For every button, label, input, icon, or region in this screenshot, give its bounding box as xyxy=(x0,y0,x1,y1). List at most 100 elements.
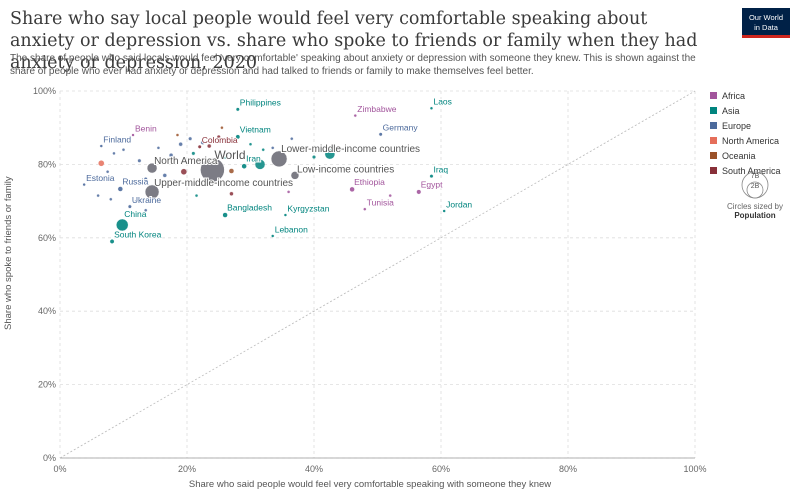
data-point xyxy=(172,179,177,183)
data-point-label: Vietnam xyxy=(240,125,271,135)
data-point-label: Russia xyxy=(122,176,148,186)
data-point-label: Finland xyxy=(103,135,131,145)
data-point-label: Lower-middle-income countries xyxy=(281,144,420,155)
data-point xyxy=(248,142,253,146)
size-legend-caption: Circles sized by xyxy=(726,202,783,211)
y-tick-label: 20% xyxy=(38,380,56,390)
size-legend-small: 2B xyxy=(751,183,760,190)
data-point-label: Iran xyxy=(246,154,261,164)
data-point-label: South Korea xyxy=(114,229,162,239)
data-point xyxy=(121,148,126,152)
legend-swatch xyxy=(710,137,717,144)
data-point xyxy=(98,160,105,167)
data-point-label: Germany xyxy=(383,123,419,133)
data-point-label: Benin xyxy=(135,124,157,134)
legend-swatch xyxy=(710,167,717,174)
data-point-label: Low-income countries xyxy=(297,164,394,175)
x-tick-label: 100% xyxy=(683,464,706,474)
data-point-label: Kyrgyzstan xyxy=(287,204,329,214)
data-point-label: Upper-middle-income countries xyxy=(154,178,293,189)
chart-subtitle: The share of people who said locals woul… xyxy=(10,53,696,77)
data-point xyxy=(416,189,422,195)
data-point xyxy=(178,142,183,147)
data-point xyxy=(235,107,240,112)
legend-swatch xyxy=(710,107,717,114)
data-point xyxy=(254,159,266,170)
data-point xyxy=(200,157,225,183)
legend-label: Oceania xyxy=(722,150,756,161)
legend-item-oceania[interactable]: Oceania xyxy=(710,148,781,163)
data-point xyxy=(363,207,367,211)
data-point xyxy=(109,197,113,201)
size-legend: 7B 2B Circles sized by Population xyxy=(720,170,790,220)
data-point xyxy=(290,137,294,141)
data-point-label: Bangladesh xyxy=(227,203,272,213)
data-point xyxy=(146,162,158,174)
x-tick-label: 0% xyxy=(53,464,66,474)
size-legend-circles: 7B 2B xyxy=(741,171,769,199)
legend-swatch xyxy=(710,122,717,129)
data-point xyxy=(442,209,446,213)
data-point xyxy=(216,134,221,139)
legend-item-africa[interactable]: Africa xyxy=(710,88,781,103)
data-point xyxy=(286,190,291,194)
data-point xyxy=(429,106,434,110)
data-point-label: North America xyxy=(154,156,218,167)
size-legend-caption-bold: Population xyxy=(734,211,776,220)
data-point xyxy=(115,218,129,232)
legend-item-asia[interactable]: Asia xyxy=(710,103,781,118)
legend-item-north-america[interactable]: North America xyxy=(710,133,781,148)
data-point xyxy=(222,212,228,218)
chart-title: Share who say local people would feel ve… xyxy=(10,9,698,73)
x-tick-label: 40% xyxy=(305,464,323,474)
data-point xyxy=(241,163,247,169)
y-tick-label: 60% xyxy=(38,233,56,243)
data-point xyxy=(270,234,275,238)
data-point-label: Laos xyxy=(433,97,451,107)
data-point xyxy=(191,151,196,156)
data-point xyxy=(156,146,161,150)
y-tick-label: 80% xyxy=(38,159,56,169)
data-point-label: Colombia xyxy=(202,135,238,145)
data-point-label: World xyxy=(214,148,245,162)
data-point xyxy=(349,186,355,193)
y-tick-label: 40% xyxy=(38,306,56,316)
legend-label: Europe xyxy=(722,120,752,131)
data-point xyxy=(283,213,288,217)
data-point xyxy=(162,173,167,178)
data-point xyxy=(270,150,288,168)
owid-logo[interactable]: Our World in Data xyxy=(742,8,790,38)
data-point xyxy=(261,148,265,152)
data-point-label: Egypt xyxy=(421,180,443,190)
data-point xyxy=(180,168,188,175)
data-point xyxy=(168,153,174,158)
data-point xyxy=(144,184,160,200)
data-point xyxy=(82,182,86,187)
data-point-label: Lebanon xyxy=(275,224,308,234)
legend-swatch xyxy=(710,152,717,159)
legend-item-south-america[interactable]: South America xyxy=(710,163,781,178)
logo-accent-bar xyxy=(742,35,790,38)
data-point xyxy=(137,158,142,163)
data-point xyxy=(131,179,135,183)
data-point-label: Ethiopia xyxy=(354,177,385,187)
legend-swatch xyxy=(710,92,717,99)
data-point-label: China xyxy=(124,209,146,219)
legend-item-europe[interactable]: Europe xyxy=(710,118,781,133)
data-point-label: Estonia xyxy=(86,173,115,183)
logo-line-1: Our World xyxy=(748,13,784,22)
data-point xyxy=(429,174,434,179)
data-point xyxy=(194,193,199,198)
data-point xyxy=(175,133,180,137)
data-point xyxy=(207,143,212,149)
data-point xyxy=(228,168,235,174)
data-point xyxy=(229,191,234,196)
data-point-label: Philippines xyxy=(240,98,281,108)
data-point xyxy=(388,193,392,198)
size-legend-big: 7B xyxy=(751,173,760,180)
y-tick-label: 100% xyxy=(33,86,56,96)
legend-label: North America xyxy=(722,135,780,146)
data-point xyxy=(290,171,300,180)
legend-label: Africa xyxy=(722,90,746,101)
